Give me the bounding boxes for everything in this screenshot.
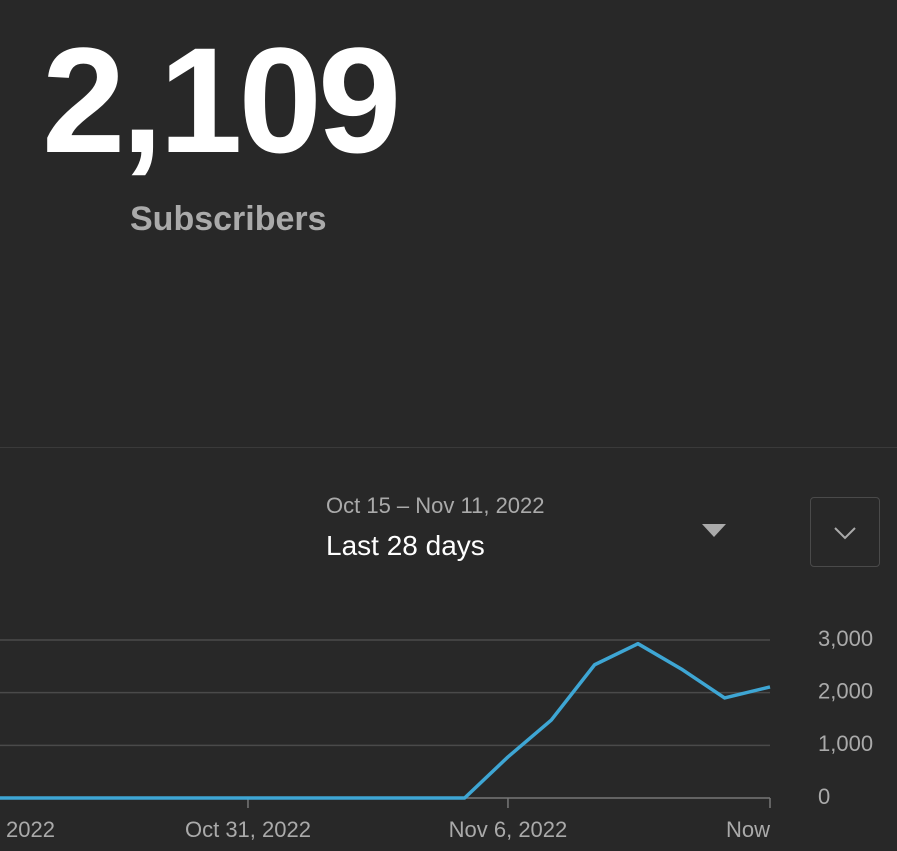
- x-tick-label: Now: [726, 817, 770, 842]
- x-tick-label: Nov 6, 2022: [449, 817, 568, 842]
- expand-button[interactable]: [810, 497, 880, 567]
- period-name[interactable]: Last 28 days: [326, 530, 485, 561]
- x-tick-label: Oct 31, 2022: [185, 817, 311, 842]
- date-range[interactable]: Oct 15 – Nov 11, 2022: [326, 493, 545, 518]
- y-tick-label: 0: [818, 784, 830, 809]
- y-tick-label: 1,000: [818, 731, 873, 756]
- subscriber-total: 2,109: [42, 16, 401, 184]
- subscriber-label: Subscribers: [130, 200, 327, 238]
- divider: [0, 447, 897, 448]
- dropdown-caret[interactable]: [702, 524, 726, 537]
- y-tick-label: 3,000: [818, 626, 873, 651]
- data-line: [0, 641, 771, 800]
- chevron-icon: [834, 527, 856, 540]
- y-tick-label: 2,000: [818, 678, 873, 703]
- chart: 0 1,000 2,000 3,000 2022 Oct 31, 2022 Nov 6, 2…: [0, 626, 873, 842]
- x-tick-label: 2022: [6, 817, 55, 842]
